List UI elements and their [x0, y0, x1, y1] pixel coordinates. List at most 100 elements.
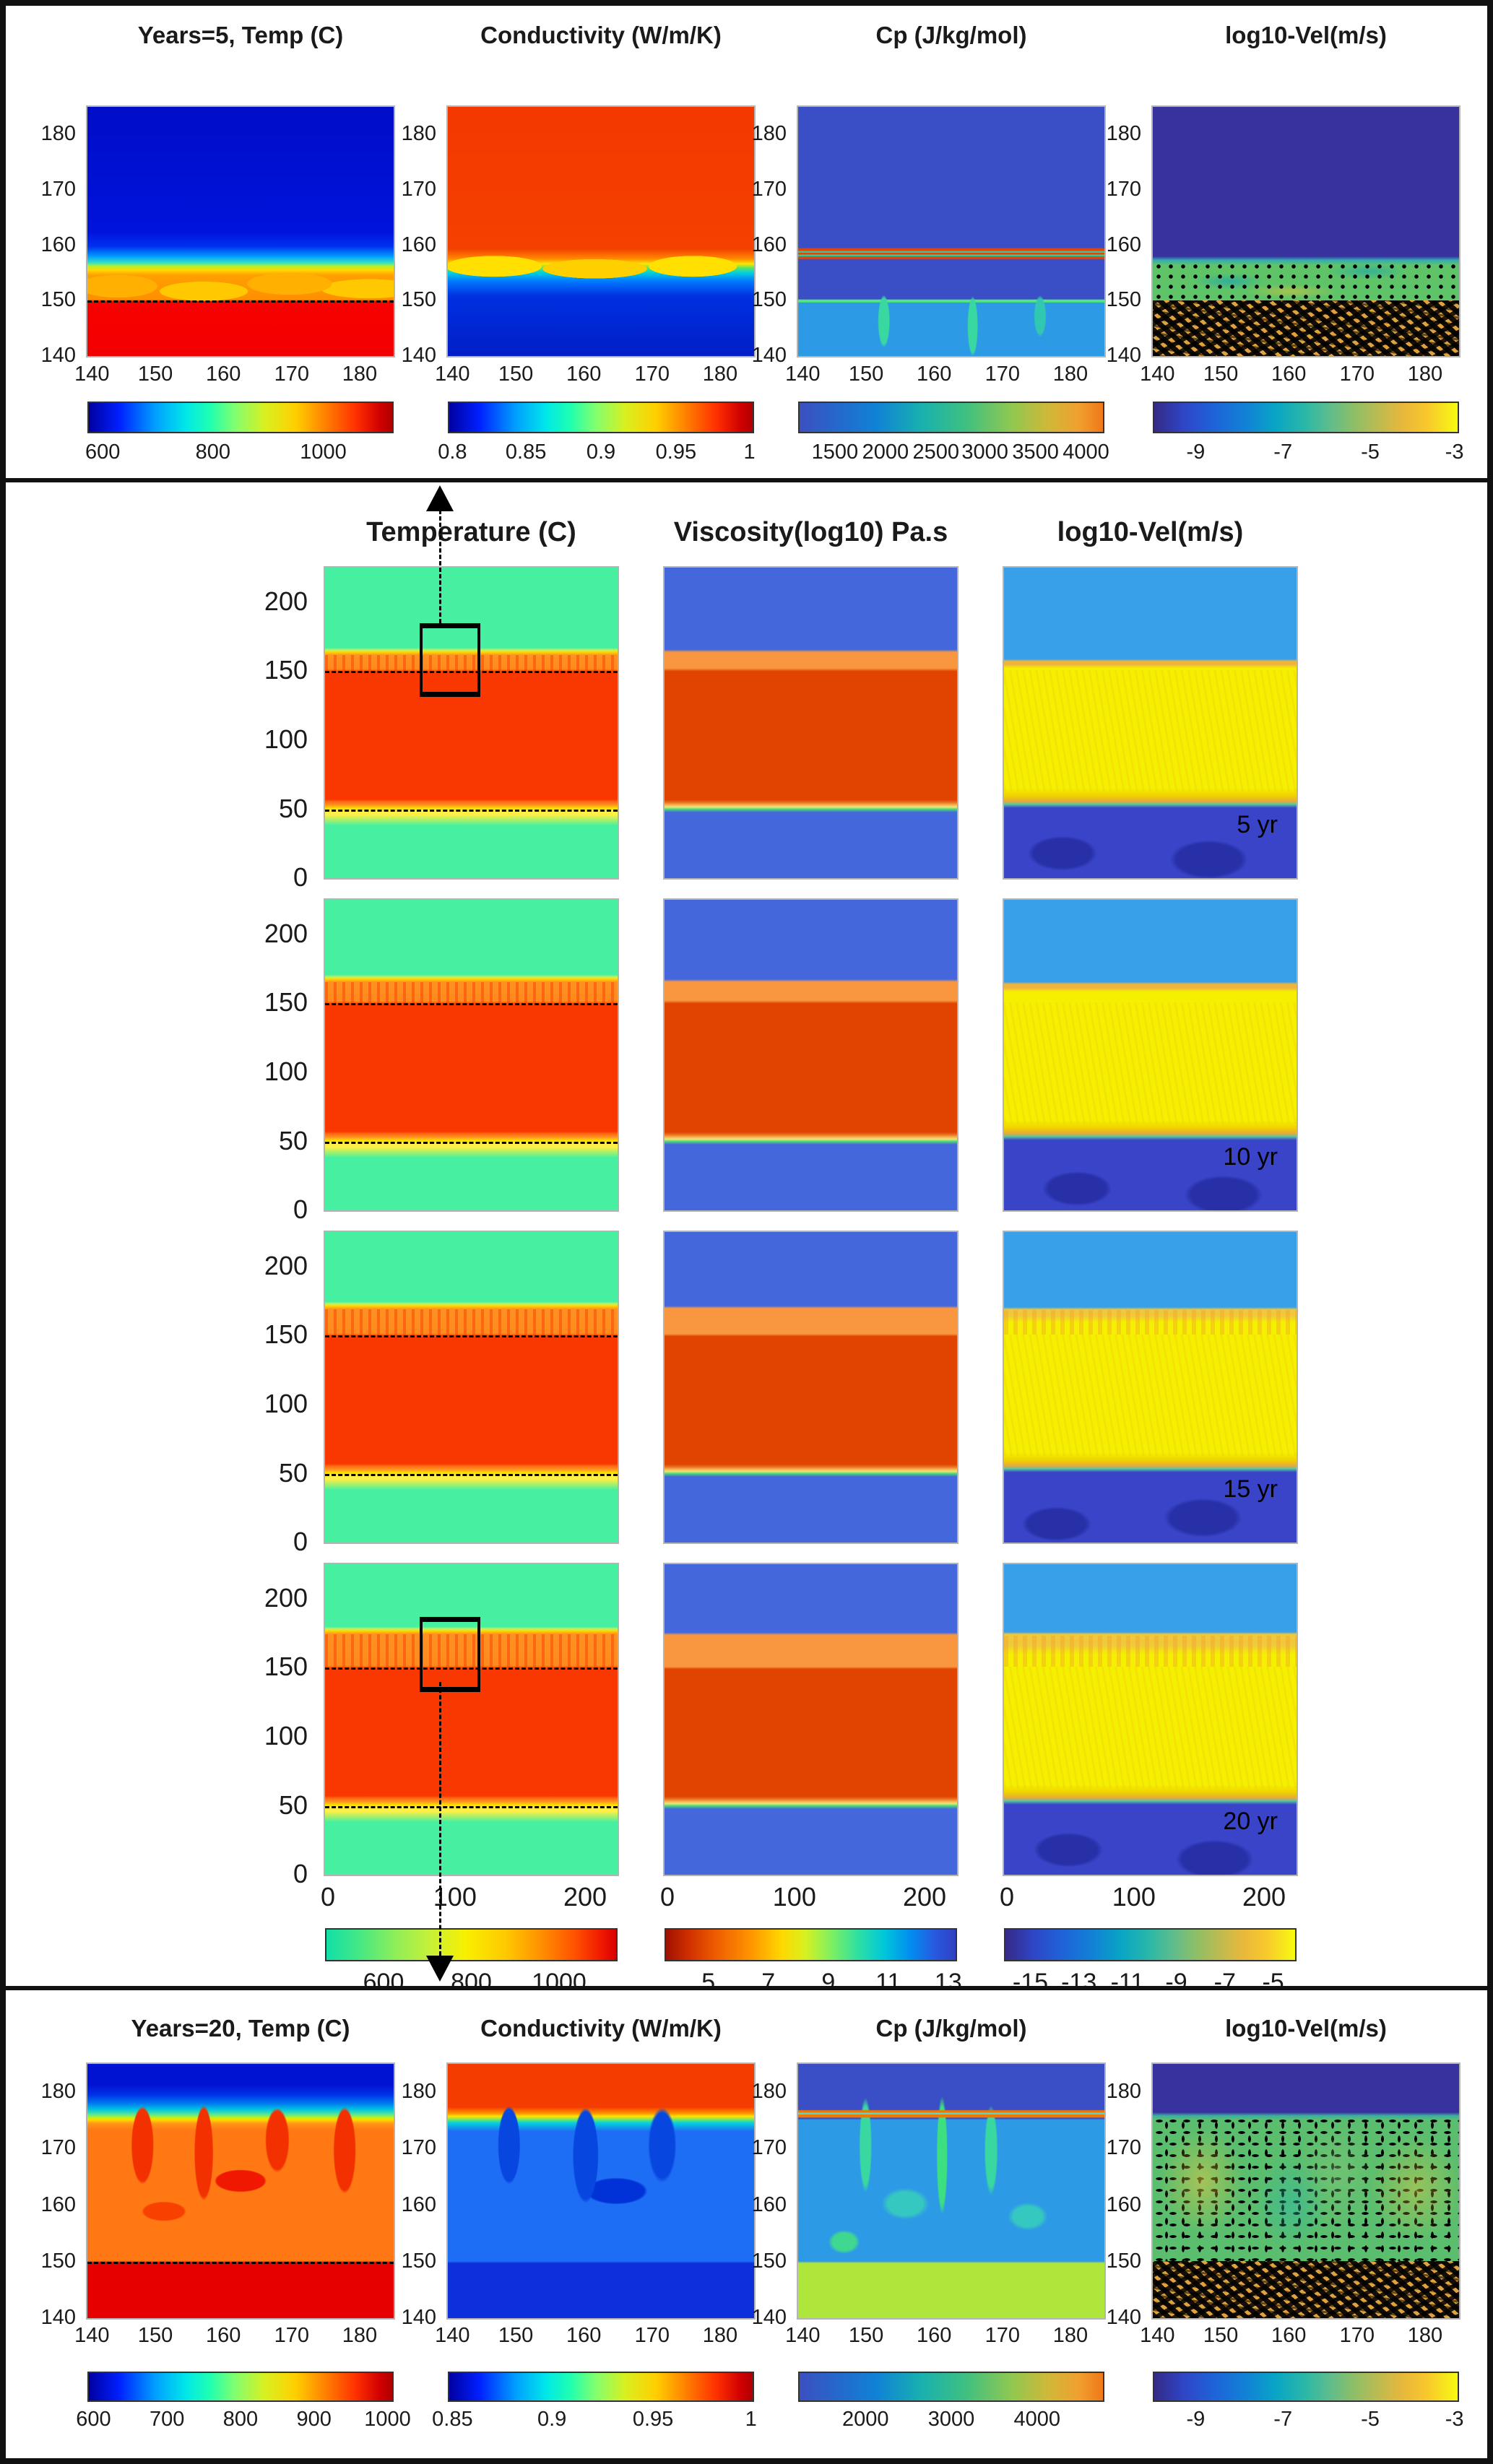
cb-tick-label: 3000 — [927, 2408, 975, 2431]
cb-tick-label: 0.85 — [432, 2408, 473, 2431]
x-tick-label: 140 — [74, 2324, 110, 2347]
y-tick-label: 180 — [40, 122, 76, 146]
x-axis: 0 100 200 — [660, 1882, 957, 1912]
x-tick-label: 150 — [137, 363, 173, 386]
contact-dashed-line-50 — [325, 1141, 618, 1144]
y-tick-label: 150 — [40, 288, 76, 312]
velocity-texture — [1004, 1666, 1297, 1788]
x-tick-label: 160 — [206, 363, 241, 386]
y-axis: 180 170 160 150 140 — [729, 2064, 794, 2329]
y-tick-label: 140 — [1106, 2305, 1141, 2329]
cb-tick-label: 2000 — [862, 441, 909, 464]
y-tick-label: 160 — [1106, 233, 1141, 256]
x-tick-label: 150 — [1203, 2324, 1239, 2347]
colorbar-jet — [87, 402, 394, 433]
colorbar-jet — [448, 2372, 754, 2402]
x-tick-label: 160 — [917, 2324, 952, 2347]
y-tick-label: 170 — [751, 2136, 787, 2160]
y-tick-label: 180 — [751, 2079, 787, 2103]
heatmap-t5-temp — [87, 107, 394, 356]
y-tick-label: 180 — [1106, 122, 1141, 146]
velocity-band-texture — [1004, 1635, 1297, 1667]
heatmap-viscosity-20yr — [665, 1564, 957, 1875]
y-tick-label: 170 — [1106, 177, 1141, 201]
y-tick-label: 100 — [264, 1389, 308, 1419]
velocity-texture — [1004, 1334, 1297, 1456]
y-axis: 200 150 100 50 0 — [222, 1564, 316, 1888]
x-tick-label: 200 — [563, 1882, 607, 1912]
colorbar-temperature — [325, 1928, 618, 1961]
heatmap-temp-10yr — [325, 900, 618, 1210]
cb-tick-label: 2500 — [912, 441, 960, 464]
x-tick-label: 150 — [848, 2324, 884, 2347]
x-axis: 0 100 200 — [1000, 1882, 1297, 1912]
y-tick-label: 150 — [401, 288, 436, 312]
cb-tick-label: 1000 — [300, 441, 347, 464]
quiver-dots-band — [1153, 261, 1459, 300]
y-tick-label: 150 — [751, 288, 787, 312]
cb-tick-label: -7 — [1273, 441, 1293, 464]
y-tick-label: 150 — [1106, 2249, 1141, 2273]
y-tick-label: 200 — [264, 918, 308, 948]
cb-tick-label: 1500 — [811, 441, 859, 464]
cb-tick-label: -9 — [1186, 2408, 1206, 2431]
y-tick-label: 160 — [401, 233, 436, 256]
y-tick-label: 150 — [264, 987, 308, 1018]
year-label: 15 yr — [1223, 1475, 1278, 1503]
y-tick-label: 200 — [264, 1250, 308, 1280]
cb-tick-label: -9 — [1186, 441, 1206, 464]
y-tick-label: 180 — [401, 122, 436, 146]
y-tick-label: 140 — [40, 2305, 76, 2329]
contact-dashed-line-150 — [325, 671, 618, 674]
y-tick-label: 50 — [278, 793, 308, 823]
bottom-detail-box: Years=20, Temp (C) 180 170 160 150 140 1… — [6, 1986, 1487, 2458]
colorbar-velocity — [1004, 1928, 1297, 1961]
heatmap-viscosity-5yr — [665, 568, 957, 878]
heatmap-t20-temp — [87, 2064, 394, 2318]
x-tick-label: 160 — [206, 2324, 241, 2347]
x-tick-label: 180 — [342, 363, 378, 386]
contact-dashed-line — [87, 2261, 394, 2264]
column-title-velocity: log10-Vel(m/s) — [1057, 517, 1244, 547]
x-tick-label: 160 — [566, 2324, 602, 2347]
y-axis: 180 170 160 150 140 — [18, 107, 83, 367]
heatmap-velocity-15yr: 15 yr — [1004, 1232, 1297, 1543]
time-evolution-grid: Temperature (C) Viscosity(log10) Pa.s lo… — [6, 482, 1487, 1996]
colorbar-jet — [448, 402, 754, 433]
arrow-down-icon — [426, 1956, 454, 1982]
heatmap-t20-conductivity — [448, 2064, 754, 2318]
x-tick-label: 150 — [848, 363, 884, 386]
x-tick-label: 180 — [1407, 2324, 1443, 2347]
x-axis: 140 150 160 170 180 — [435, 2324, 754, 2348]
heatmap-velocity-10yr: 10 yr — [1004, 900, 1297, 1210]
x-tick-label: 180 — [1407, 363, 1443, 386]
mush-texture — [325, 1634, 618, 1668]
y-tick-label: 0 — [293, 1527, 308, 1557]
heatmap-velocity-5yr: 5 yr — [1004, 568, 1297, 878]
cb-tick-label: 600 — [76, 2408, 111, 2431]
heatmap-t5-velocity — [1153, 107, 1459, 356]
y-tick-label: 150 — [264, 655, 308, 685]
year-label: 20 yr — [1223, 1808, 1278, 1835]
x-axis: 140 150 160 170 180 — [1140, 2324, 1459, 2348]
heatmap-t5-cp — [798, 107, 1104, 356]
y-axis: 200 150 100 50 0 — [222, 900, 316, 1224]
y-tick-label: 180 — [1106, 2079, 1141, 2103]
year-label: 5 yr — [1237, 811, 1278, 838]
x-axis: 140 150 160 170 180 — [785, 2324, 1104, 2348]
panel-title: Conductivity (W/m/K) — [480, 22, 722, 48]
x-tick-label: 170 — [984, 2324, 1020, 2347]
zoom-region-box-20yr — [420, 1617, 480, 1692]
x-tick-label: 100 — [1112, 1882, 1156, 1912]
velocity-texture — [1004, 1002, 1297, 1124]
colorbar-ticks: -9 -7 -5 -3 — [1153, 441, 1463, 465]
panel-t5-temp: Years=5, Temp (C) 180 170 160 150 140 14… — [41, 6, 394, 478]
panel-title: Cp (J/kg/mol) — [875, 22, 1027, 48]
y-tick-label: 150 — [40, 2249, 76, 2273]
x-tick-label: 170 — [1339, 2324, 1375, 2347]
y-tick-label: 170 — [1106, 2136, 1141, 2160]
y-tick-label: 140 — [40, 343, 76, 367]
y-axis: 180 170 160 150 140 — [378, 2064, 443, 2329]
y-tick-label: 170 — [401, 177, 436, 201]
